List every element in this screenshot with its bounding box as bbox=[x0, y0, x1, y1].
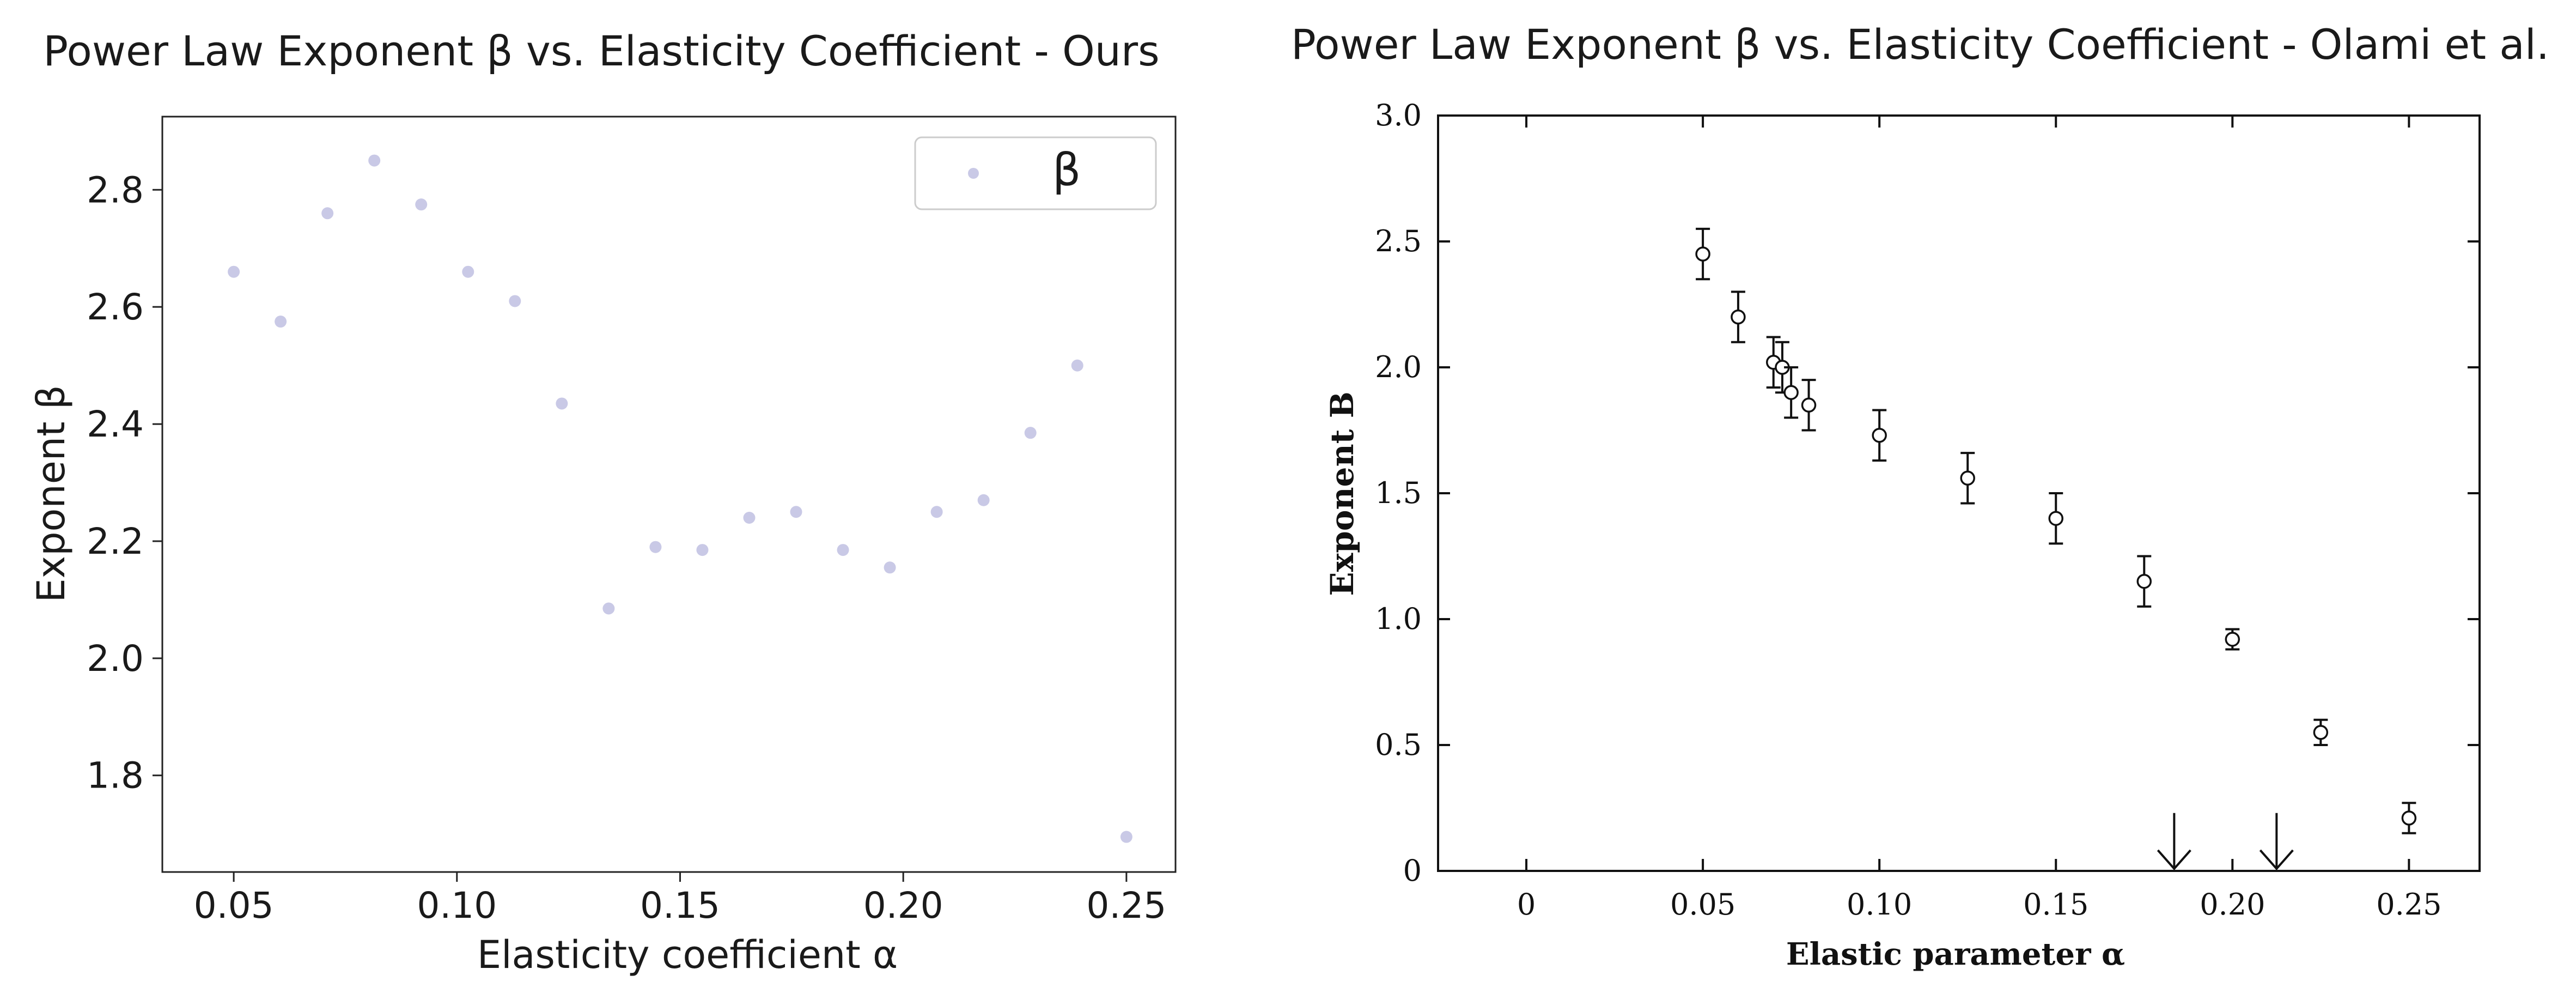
left-x-tick-label: 0.20 bbox=[863, 885, 943, 927]
left-y-axis-label: Exponent β bbox=[29, 385, 74, 602]
left-data-point bbox=[790, 506, 802, 518]
left-plot-frame bbox=[161, 116, 1177, 873]
right-data-point bbox=[1801, 397, 1817, 413]
right-y-axis-label: Exponent B bbox=[1324, 391, 1361, 596]
left-data-point bbox=[977, 494, 990, 506]
left-data-point bbox=[649, 541, 662, 553]
right-x-axis: 0 0.05 0.10 0.15 0.20 0.25 bbox=[1517, 116, 2441, 922]
right-arrows bbox=[2157, 813, 2294, 871]
right-data-point bbox=[1731, 309, 1746, 325]
left-data-point bbox=[743, 511, 756, 524]
left-data-point bbox=[321, 207, 334, 220]
right-data-point bbox=[1783, 385, 1799, 400]
left-y-tick-label: 2.4 bbox=[87, 403, 144, 445]
right-x-tick-label: 0 bbox=[1517, 887, 1536, 922]
left-chart-title: Power Law Exponent β vs. Elasticity Coef… bbox=[43, 27, 1160, 75]
right-x-tick-label: 0.25 bbox=[2376, 887, 2441, 922]
right-data-point bbox=[1872, 427, 1887, 443]
left-y-axis: 1.8 2.0 2.2 2.4 2.6 2.8 bbox=[87, 169, 162, 797]
left-data-point bbox=[1024, 427, 1037, 439]
right-chart-title: Power Law Exponent β vs. Elasticity Coef… bbox=[1291, 20, 2549, 69]
left-data-point bbox=[368, 154, 381, 167]
right-y-tick-label: 1.0 bbox=[1375, 602, 1422, 636]
left-y-tick-label: 2.0 bbox=[87, 638, 144, 680]
left-data-point bbox=[1071, 359, 1083, 372]
left-data-point bbox=[415, 198, 428, 211]
left-y-tick-label: 2.2 bbox=[87, 520, 144, 562]
right-chart: Power Law Exponent β vs. Elasticity Coef… bbox=[1291, 20, 2549, 972]
left-data-point bbox=[275, 316, 287, 328]
left-data-point bbox=[556, 397, 568, 410]
right-y-tick-label: 3.0 bbox=[1375, 98, 1422, 132]
left-x-axis: 0.05 0.10 0.15 0.20 0.25 bbox=[194, 872, 1166, 927]
left-data-point bbox=[1120, 831, 1132, 843]
left-data-point bbox=[509, 295, 521, 307]
left-y-tick-label: 1.8 bbox=[87, 755, 144, 797]
right-y-tick-label: 1.5 bbox=[1375, 476, 1422, 510]
right-y-tick-label: 0.5 bbox=[1375, 728, 1422, 762]
left-data-point bbox=[228, 265, 240, 278]
right-y-axis: 0 0.5 1.0 1.5 2.0 2.5 3.0 bbox=[1375, 98, 2480, 888]
right-data-points bbox=[1695, 227, 2417, 834]
right-arrow-head bbox=[2259, 849, 2294, 871]
left-legend: β bbox=[914, 136, 1157, 210]
left-data-point bbox=[837, 544, 849, 556]
right-data-point bbox=[2136, 573, 2152, 589]
left-data-point bbox=[696, 544, 709, 556]
left-x-tick-label: 0.15 bbox=[640, 885, 720, 927]
right-y-tick-label: 2.5 bbox=[1375, 224, 1422, 258]
right-data-point bbox=[2048, 511, 2063, 526]
right-x-tick-label: 0.20 bbox=[2200, 887, 2265, 922]
left-legend-label: β bbox=[1052, 144, 1081, 196]
left-x-tick-label: 0.10 bbox=[417, 885, 497, 927]
left-data-point bbox=[884, 561, 896, 574]
left-chart: Power Law Exponent β vs. Elasticity Coef… bbox=[29, 27, 1177, 977]
right-data-point bbox=[2313, 725, 2329, 740]
right-y-tick-label: 0 bbox=[1403, 853, 1422, 888]
left-data-point bbox=[462, 265, 474, 278]
right-y-tick-label: 2.0 bbox=[1375, 350, 1422, 384]
right-data-point bbox=[1960, 470, 1975, 486]
left-x-tick-label: 0.05 bbox=[194, 885, 274, 927]
right-data-point bbox=[2225, 632, 2240, 647]
left-data-point bbox=[602, 602, 615, 615]
right-x-tick-label: 0.05 bbox=[1670, 887, 1735, 922]
right-data-point bbox=[1695, 246, 1710, 262]
right-data-point bbox=[2401, 810, 2417, 826]
right-x-tick-label: 0.10 bbox=[1847, 887, 1912, 922]
right-plot-frame bbox=[1437, 114, 2481, 872]
right-x-tick-label: 0.15 bbox=[2023, 887, 2088, 922]
left-y-tick-label: 2.8 bbox=[87, 169, 144, 211]
left-y-tick-label: 2.6 bbox=[87, 286, 144, 328]
right-arrow-head bbox=[2157, 849, 2191, 871]
left-legend-box bbox=[914, 136, 1157, 210]
left-data-point bbox=[930, 506, 943, 518]
left-legend-marker bbox=[968, 168, 979, 179]
left-data-points bbox=[228, 154, 1132, 843]
left-x-tick-label: 0.25 bbox=[1086, 885, 1166, 927]
right-x-axis-label: Elastic parameter α bbox=[1786, 936, 2125, 972]
left-x-axis-label: Elasticity coefficient α bbox=[477, 932, 898, 977]
